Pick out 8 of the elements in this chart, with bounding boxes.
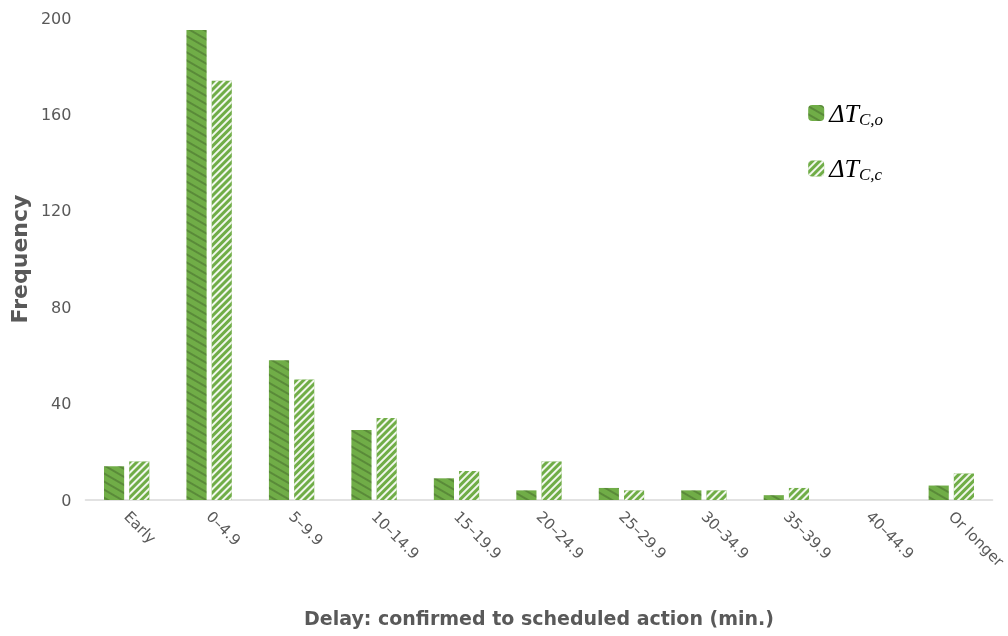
y-tick-label: 40 — [51, 394, 72, 414]
y-tick-label: 0 — [61, 490, 72, 510]
y-tick-label: 160 — [40, 104, 72, 124]
x-axis-title: Delay: confirmed to scheduled action (min.) — [303, 606, 774, 629]
y-tick-label: 120 — [40, 201, 72, 221]
y-tick-label: 80 — [51, 297, 72, 317]
y-tick-label: 200 — [40, 8, 72, 28]
y-axis-title: Frequency — [6, 194, 32, 324]
